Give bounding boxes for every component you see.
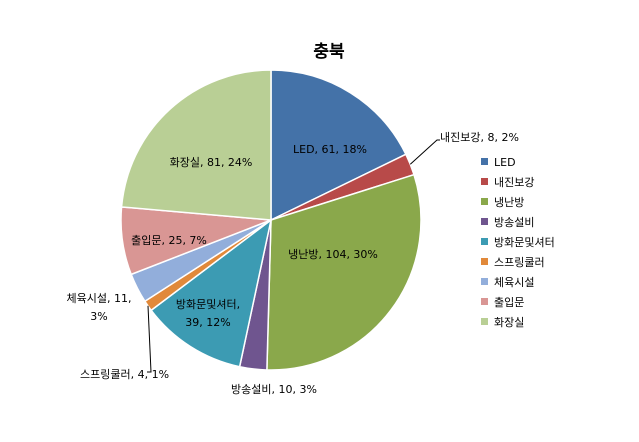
legend-swatch-9 — [481, 318, 488, 325]
data-label-line: 내진보강, 8, 2% — [440, 131, 519, 144]
legend-swatch-2 — [481, 178, 488, 185]
legend-label-5: 방화문및셔터 — [494, 236, 555, 249]
pie-slice-9 — [120, 69, 272, 221]
data-label-9: 화장실, 81, 24% — [170, 156, 253, 169]
data-label-line: 냉난방, 104, 30% — [288, 248, 378, 261]
legend-swatch-7 — [481, 278, 488, 285]
legend-swatch-1 — [481, 158, 488, 165]
legend-label-1: LED — [494, 156, 516, 169]
data-labels: LED, 61, 18% 내진보강, 8, 2% 냉난방, 104, 30% 방송설비… — [67, 131, 519, 396]
data-label-8: 출입문, 25, 7% — [131, 234, 207, 247]
data-label-line: 39, 12% — [185, 316, 230, 329]
legend-swatch-8 — [481, 298, 488, 305]
legend-label-7: 체육시설 — [494, 276, 534, 289]
data-label-line: 방화문및셔터, — [176, 298, 240, 311]
data-label-6: 스프링쿨러, 4, 1% — [80, 368, 169, 381]
data-label-2: 내진보강, 8, 2% — [440, 131, 519, 144]
data-label-line: 화장실, 81, 24% — [170, 156, 253, 169]
legend-swatch-4 — [481, 218, 488, 225]
leader-line-2 — [147, 305, 152, 373]
legend-label-2: 내진보강 — [494, 176, 534, 189]
data-label-line: 3% — [90, 310, 107, 323]
chart-title: 충북 — [313, 42, 345, 62]
legend-label-4: 방송설비 — [494, 216, 534, 229]
legend-label-9: 화장실 — [494, 316, 524, 329]
legend-label-8: 출입문 — [494, 296, 524, 309]
data-label-line: LED, 61, 18% — [293, 143, 367, 156]
legend-swatch-5 — [481, 238, 488, 245]
data-label-line: 출입문, 25, 7% — [131, 234, 207, 247]
slices-layer — [120, 69, 422, 371]
data-label-7: 체육시설, 11, 3% — [67, 292, 132, 323]
data-label-3: 냉난방, 104, 30% — [288, 248, 378, 261]
pie-slice-5 — [150, 218, 273, 368]
leader-lines — [147, 139, 440, 373]
legend-label-6: 스프링쿨러 — [494, 256, 545, 269]
leader-line-1 — [409, 139, 440, 165]
data-label-5: 방화문및셔터, 39, 12% — [176, 298, 240, 329]
data-label-4: 방송설비, 10, 3% — [231, 383, 317, 396]
data-label-line: 방송설비, 10, 3% — [231, 383, 317, 396]
data-label-line: 스프링쿨러, 4, 1% — [80, 368, 169, 381]
pie-slice-1 — [270, 69, 407, 222]
legend-swatch-3 — [481, 198, 488, 205]
data-label-line: 체육시설, 11, — [67, 292, 132, 305]
legend-swatch-6 — [481, 258, 488, 265]
legend-label-3: 냉난방 — [494, 196, 524, 209]
data-label-1: LED, 61, 18% — [293, 143, 367, 156]
pie-slice-3 — [266, 173, 422, 371]
